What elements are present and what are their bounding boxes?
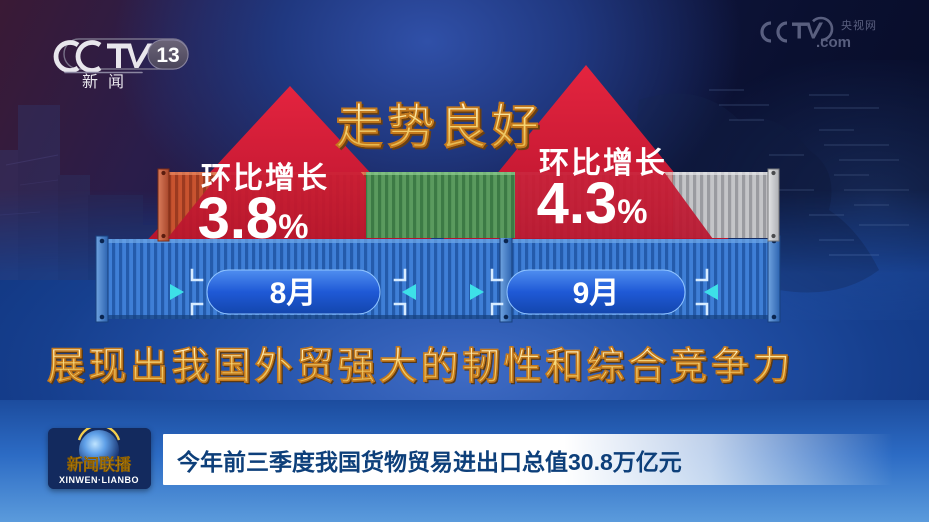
svg-text:新闻联播: 新闻联播 [67, 455, 132, 474]
svg-text:央视网: 央视网 [841, 18, 877, 32]
svg-text:XINWEN·LIANBO: XINWEN·LIANBO [59, 475, 139, 485]
svg-text:13: 13 [156, 44, 179, 67]
svg-text:展现出我国外贸强大的韧性和综合竞争力: 展现出我国外贸强大的韧性和综合竞争力 [47, 346, 794, 388]
svg-text:9月: 9月 [573, 277, 620, 310]
svg-text:走势良好: 走势良好 [335, 101, 543, 154]
svg-text:.com: .com [816, 34, 851, 51]
svg-text:新闻: 新闻 [82, 73, 134, 90]
svg-text:8月: 8月 [270, 277, 317, 310]
